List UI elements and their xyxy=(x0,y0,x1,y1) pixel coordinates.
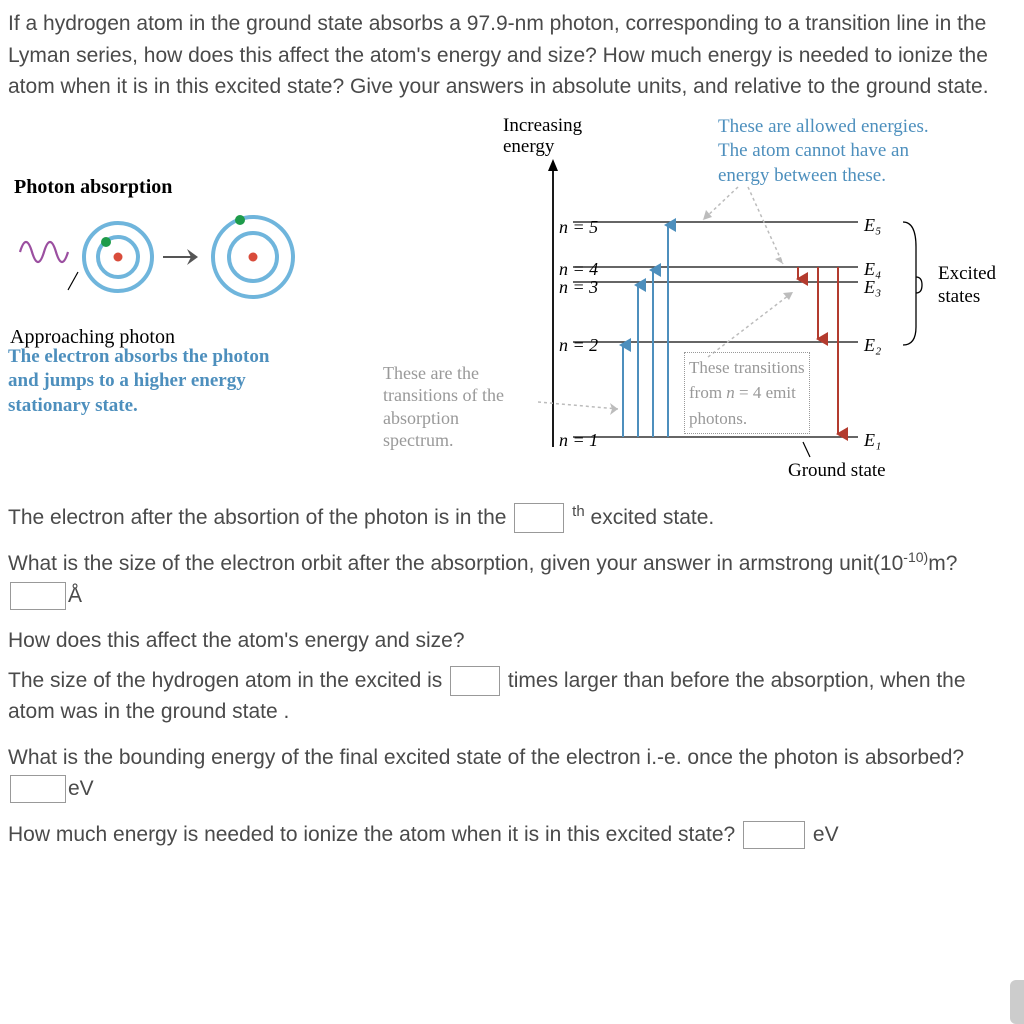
scroll-indicator xyxy=(1010,980,1024,1024)
label-e2: E₂ xyxy=(864,332,881,359)
ae-l1: These are allowed energies. xyxy=(718,116,929,137)
excited-states-label: Excited states xyxy=(938,262,996,310)
q4-input[interactable] xyxy=(10,775,66,803)
abs-l2: and jumps to a higher energy xyxy=(8,370,246,391)
inc-l1: Increasing xyxy=(503,115,582,136)
q2-exp: -10) xyxy=(903,549,928,565)
q2-input[interactable] xyxy=(10,582,66,610)
q1-post: excited state. xyxy=(591,506,715,529)
question-text: If a hydrogen atom in the ground state a… xyxy=(8,8,1016,103)
q1-line: The electron after the absortion of the … xyxy=(8,501,1016,534)
q2-line: What is the size of the electron orbit a… xyxy=(8,547,1016,611)
ground-state-label: Ground state xyxy=(788,457,886,486)
q1-pre: The electron after the absortion of the … xyxy=(8,506,512,529)
photon-absorption-heading: Photon absorption xyxy=(14,172,172,202)
emit-l2: from n = 4 emit xyxy=(689,383,796,402)
abs-l3: stationary state. xyxy=(8,395,138,416)
q2-post: m? xyxy=(928,552,957,575)
label-e3: E₃ xyxy=(864,274,881,301)
ex-l1: Excited xyxy=(938,263,996,284)
q3-line: The size of the hydrogen atom in the exc… xyxy=(8,665,1016,728)
label-e1: E₁ xyxy=(864,427,881,454)
q5-unit: eV xyxy=(813,823,839,846)
q1-th: th xyxy=(572,503,585,520)
emit-l1: These transitions xyxy=(689,358,805,377)
absorption-description: The electron absorbs the photon and jump… xyxy=(8,345,348,419)
q3-pre: The size of the hydrogen atom in the exc… xyxy=(8,669,448,692)
q5-pre: How much energy is needed to ionize the … xyxy=(8,823,735,846)
q1-input[interactable] xyxy=(514,503,564,533)
emit-l3: photons. xyxy=(689,409,747,428)
label-n2: n = 2 xyxy=(559,332,598,359)
q2-unit: Å xyxy=(68,584,82,607)
q2-pre: What is the size of the electron orbit a… xyxy=(8,552,903,575)
q3-input[interactable] xyxy=(450,666,500,696)
label-n1: n = 1 xyxy=(559,427,598,454)
q4-pre: What is the bounding energy of the final… xyxy=(8,746,964,769)
label-e5: E₅ xyxy=(864,212,881,239)
q5-input[interactable] xyxy=(743,821,805,849)
label-n3: n = 3 xyxy=(559,274,598,301)
ex-l2: states xyxy=(938,286,980,307)
q4-unit: eV xyxy=(68,777,94,800)
abs-l1: The electron absorbs the photon xyxy=(8,346,269,367)
atom-svg xyxy=(18,212,348,322)
label-n5: n = 5 xyxy=(559,214,598,241)
emit-photons-note: These transitions from n = 4 emit photon… xyxy=(684,352,810,435)
q3-heading: How does this affect the atom's energy a… xyxy=(8,625,1016,657)
q5-line: How much energy is needed to ionize the … xyxy=(8,819,1016,851)
absorption-transitions-note: These are the transitions of the absorpt… xyxy=(383,362,513,452)
q4-line: What is the bounding energy of the final… xyxy=(8,742,1016,805)
physics-diagram: Photon absorption Approaching photon The… xyxy=(8,117,1008,487)
